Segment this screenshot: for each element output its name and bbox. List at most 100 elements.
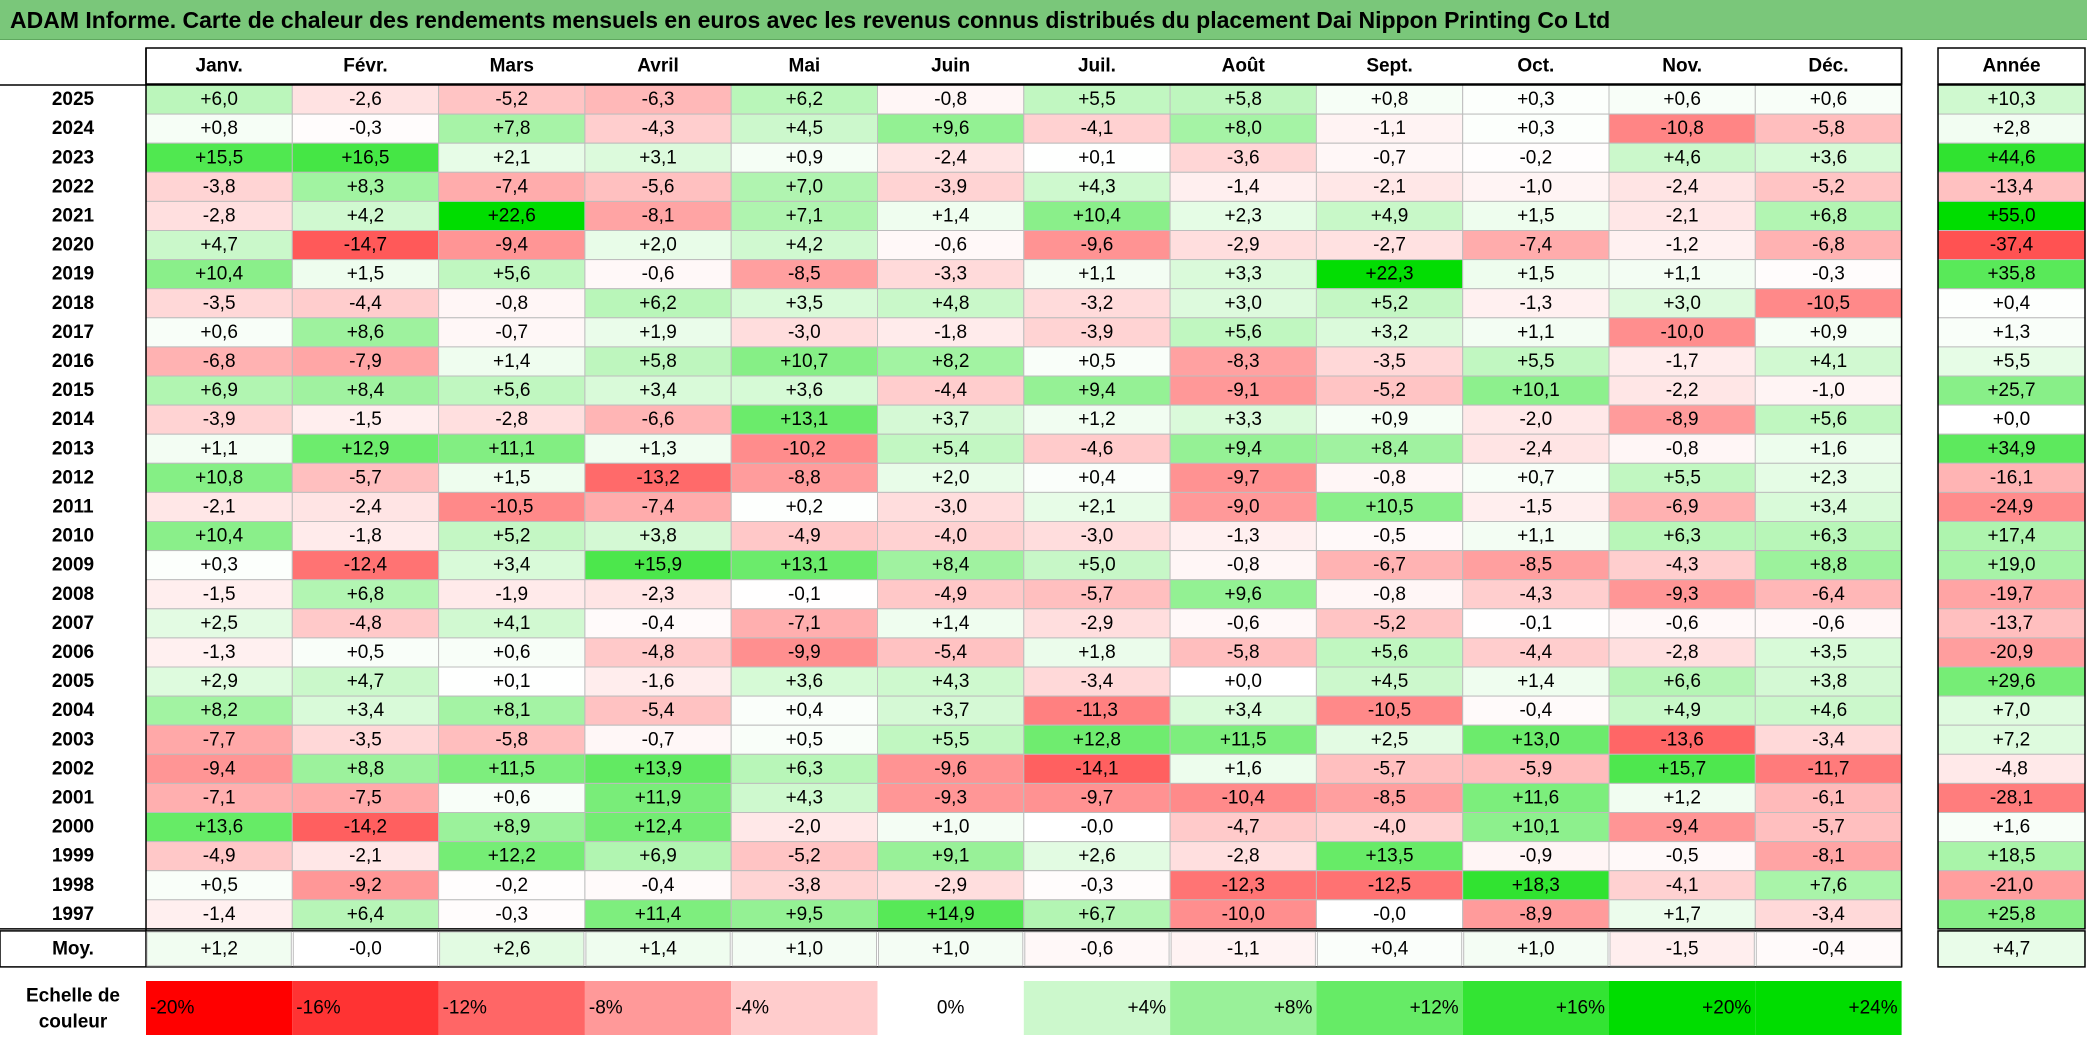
cell-value: +4,5 <box>786 118 824 139</box>
heatmap-cell <box>877 375 1025 406</box>
cell-value: +6,6 <box>1663 671 1701 692</box>
cell-value: +0,9 <box>786 147 824 168</box>
average-cell <box>1755 931 1902 967</box>
cell-value: +13,9 <box>634 758 682 779</box>
heatmap-cell <box>145 521 293 552</box>
cell-value: +4,5 <box>1371 671 1409 692</box>
cell-value: +2,0 <box>639 235 677 256</box>
heatmap-cell <box>1754 200 1903 231</box>
cell-value: -9,4 <box>495 235 528 256</box>
annual-cell <box>1937 870 2086 901</box>
cell-value: -0,4 <box>642 613 675 634</box>
heatmap-cell <box>438 404 586 435</box>
cell-value: -13,6 <box>1660 729 1703 750</box>
cell-value: -2,1 <box>349 846 382 867</box>
cell-value: -5,2 <box>1373 380 1406 401</box>
cell-value: +6,3 <box>1810 526 1848 547</box>
average-value: +2,6 <box>493 938 531 959</box>
heatmap-cell <box>1754 899 1903 930</box>
heatmap-cell <box>291 550 440 581</box>
cell-value: +5,2 <box>1371 293 1409 314</box>
heatmap-cell <box>145 404 293 435</box>
heatmap-cell <box>438 200 586 231</box>
heatmap-cell <box>1315 171 1464 202</box>
heatmap-cell <box>584 608 732 639</box>
cell-value: +1,1 <box>1078 264 1116 285</box>
cell-value: +10,1 <box>1512 380 1560 401</box>
cell-value: -2,4 <box>1519 438 1552 459</box>
heatmap-cell <box>1754 113 1903 144</box>
heatmap-cell <box>1754 724 1903 755</box>
cell-value: +4,3 <box>1078 176 1116 197</box>
year-label: 2001 <box>52 787 95 808</box>
cell-value: +9,1 <box>932 846 970 867</box>
cell-value: -5,8 <box>1812 118 1845 139</box>
heatmap-cell <box>291 491 440 522</box>
annual-value: -13,4 <box>1990 176 2034 197</box>
cell-value: -2,6 <box>349 89 382 110</box>
heatmap-cell <box>291 433 440 464</box>
heatmap-cell <box>291 375 440 406</box>
annual-value: +25,8 <box>1987 904 2035 925</box>
heatmap-cell <box>1315 404 1464 435</box>
average-value: +1,0 <box>1517 938 1555 959</box>
cell-value: -4,0 <box>1373 817 1406 838</box>
cell-value: -4,0 <box>934 526 967 547</box>
cell-value: -6,8 <box>203 351 236 372</box>
annual-value: +17,4 <box>1987 526 2036 547</box>
heatmap-cell <box>877 550 1025 581</box>
heatmap-cell <box>730 171 879 202</box>
month-header: Déc. <box>1808 56 1848 77</box>
scale-swatch <box>731 981 878 1035</box>
heatmap-cell <box>1754 171 1903 202</box>
heatmap-cell <box>1462 550 1610 581</box>
heatmap-cell <box>1169 579 1317 610</box>
heatmap-cell <box>145 608 293 639</box>
annual-header: Année <box>1982 56 2040 77</box>
cell-value: +2,5 <box>1371 729 1409 750</box>
cell-value: +8,4 <box>347 380 385 401</box>
cell-value: +0,9 <box>1371 409 1409 430</box>
heatmap-cell <box>1315 579 1464 610</box>
heatmap-cell <box>438 171 586 202</box>
cell-value: -0,8 <box>1373 584 1406 605</box>
average-value: +1,0 <box>932 938 970 959</box>
cell-value: +9,6 <box>1224 584 1262 605</box>
average-cell <box>1463 931 1609 967</box>
cell-value: -0,9 <box>1519 846 1552 867</box>
heatmap-cell <box>1023 521 1171 552</box>
heatmap-cell <box>1608 753 1756 784</box>
cell-value: +3,4 <box>1810 496 1848 517</box>
cell-value: -6,1 <box>1812 787 1845 808</box>
cell-value: -1,7 <box>1666 351 1699 372</box>
heatmap-cell <box>1462 724 1610 755</box>
cell-value: +3,5 <box>786 293 824 314</box>
annual-value: -24,9 <box>1990 496 2033 517</box>
heatmap-cell <box>1754 317 1903 348</box>
cell-value: -3,8 <box>788 875 821 896</box>
annual-value: -21,0 <box>1990 875 2033 896</box>
cell-value: -4,8 <box>349 613 382 634</box>
cell-value: +14,9 <box>927 904 975 925</box>
heatmap-cell <box>438 695 586 726</box>
heatmap-cell <box>1023 491 1171 522</box>
cell-value: -5,2 <box>1373 613 1406 634</box>
heatmap-cell <box>1169 462 1317 493</box>
heatmap-cell <box>145 491 293 522</box>
cell-value: -5,4 <box>934 642 967 663</box>
heatmap-cell <box>1608 812 1756 843</box>
heatmap-cell <box>584 841 732 872</box>
heatmap-cell <box>730 113 879 144</box>
heatmap-cell <box>730 84 879 115</box>
cell-value: +6,9 <box>200 380 238 401</box>
cell-value: -4,3 <box>1666 555 1699 576</box>
heatmap-cell <box>1315 521 1464 552</box>
annual-value: +1,3 <box>1993 322 2031 343</box>
cell-value: -6,3 <box>642 89 675 110</box>
heatmap-cell <box>438 666 586 697</box>
scale-swatch <box>146 981 293 1035</box>
year-label: 1997 <box>52 904 94 925</box>
year-label: 2022 <box>52 176 94 197</box>
cell-value: -5,8 <box>1227 642 1260 663</box>
cell-value: -1,4 <box>203 904 236 925</box>
